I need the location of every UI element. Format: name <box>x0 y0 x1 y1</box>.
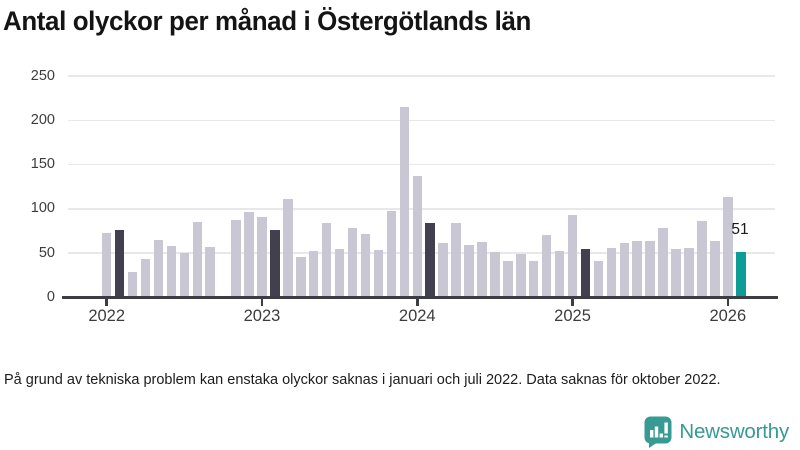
y-axis-label-0: 0 <box>46 289 55 305</box>
x-axis-tick-2023 <box>260 299 264 306</box>
bar-2024-12 <box>554 250 565 298</box>
y-axis-label-150: 150 <box>30 156 55 173</box>
x-axis-label-2026: 2026 <box>709 306 747 325</box>
bar-2025-08 <box>658 228 668 298</box>
bar-2024-10 <box>528 261 539 298</box>
bar-2025-12 <box>710 240 720 298</box>
bar-2025-03 <box>593 261 604 298</box>
bar-2025-07 <box>645 240 655 298</box>
gridline-y-200 <box>68 119 775 122</box>
bar-2024-11 <box>541 235 552 298</box>
x-axis-label-2023: 2023 <box>243 306 281 325</box>
bar-2024-01 <box>412 176 422 298</box>
bar-2025-10 <box>684 247 694 298</box>
newsworthy-bubble-chart-icon <box>644 416 672 448</box>
y-axis-label-200: 200 <box>30 111 55 128</box>
x-axis-label-2025: 2025 <box>554 306 591 325</box>
bar-2023-01 <box>257 216 267 298</box>
bar-2024-06 <box>477 241 487 298</box>
bar-2022-11 <box>231 220 241 298</box>
bar-2023-07 <box>334 248 345 298</box>
bar-2023-12 <box>399 107 410 298</box>
bar-2023-08 <box>347 228 358 298</box>
bar-2022-05 <box>153 239 164 298</box>
bar-2025-01 <box>567 215 578 298</box>
y-axis-label-100: 100 <box>30 200 55 217</box>
bar-2023-02 <box>270 230 280 298</box>
gridline-y-250 <box>68 75 775 77</box>
last-bar-value-label: 51 <box>731 221 749 238</box>
x-axis-tick-2024 <box>416 299 419 306</box>
x-axis-line <box>62 296 778 299</box>
x-axis-label-2024: 2024 <box>398 306 436 325</box>
newsworthy-logo: Newsworthy <box>644 416 789 448</box>
bar-2025-09 <box>671 248 681 298</box>
bar-2025-04 <box>606 247 617 298</box>
bar-2022-02 <box>114 230 125 298</box>
bar-2024-05 <box>464 245 474 298</box>
bar-2024-03 <box>438 243 448 298</box>
bar-2025-02 <box>580 248 591 298</box>
x-axis-tick-2026 <box>726 299 730 306</box>
bar-2023-06 <box>321 223 332 298</box>
y-axis-label-50: 50 <box>38 244 55 261</box>
bar-2022-04 <box>140 258 151 298</box>
bar-2024-09 <box>516 254 526 298</box>
chart-title: Antal olyckor per månad i Östergötlands … <box>3 6 531 36</box>
x-axis-tick-2022 <box>105 299 108 306</box>
bar-2024-08 <box>503 261 513 298</box>
chart-footnote: På grund av tekniska problem kan enstaka… <box>4 372 721 388</box>
bar-2024-02 <box>425 223 435 298</box>
gridline-y-150 <box>68 163 775 166</box>
bar-2025-05 <box>619 242 630 298</box>
bar-2025-11 <box>697 221 707 298</box>
bar-2022-01 <box>101 232 112 298</box>
bar-2023-11 <box>386 210 397 298</box>
bar-2023-04 <box>296 256 306 298</box>
y-axis-label-250: 250 <box>30 67 55 84</box>
bar-2022-08 <box>192 222 203 298</box>
bar-2023-09 <box>360 233 371 298</box>
bar-2022-03 <box>127 271 138 298</box>
bar-2023-05 <box>308 250 319 298</box>
x-axis-tick-2025 <box>571 299 574 306</box>
x-axis-label-2022: 2022 <box>88 306 126 325</box>
bar-2026-01 <box>723 197 733 298</box>
bar-2022-07 <box>179 253 190 298</box>
newsworthy-wordmark: Newsworthy <box>679 420 789 443</box>
bar-2023-03 <box>283 199 293 298</box>
bar-2026-02 <box>736 252 746 298</box>
bar-2024-04 <box>451 223 461 298</box>
bar-2022-12 <box>244 211 254 298</box>
bar-2023-10 <box>373 249 384 298</box>
bar-2022-06 <box>166 246 177 298</box>
bar-2022-09 <box>205 246 215 298</box>
bar-2024-07 <box>490 252 500 298</box>
bar-2025-06 <box>632 240 642 298</box>
